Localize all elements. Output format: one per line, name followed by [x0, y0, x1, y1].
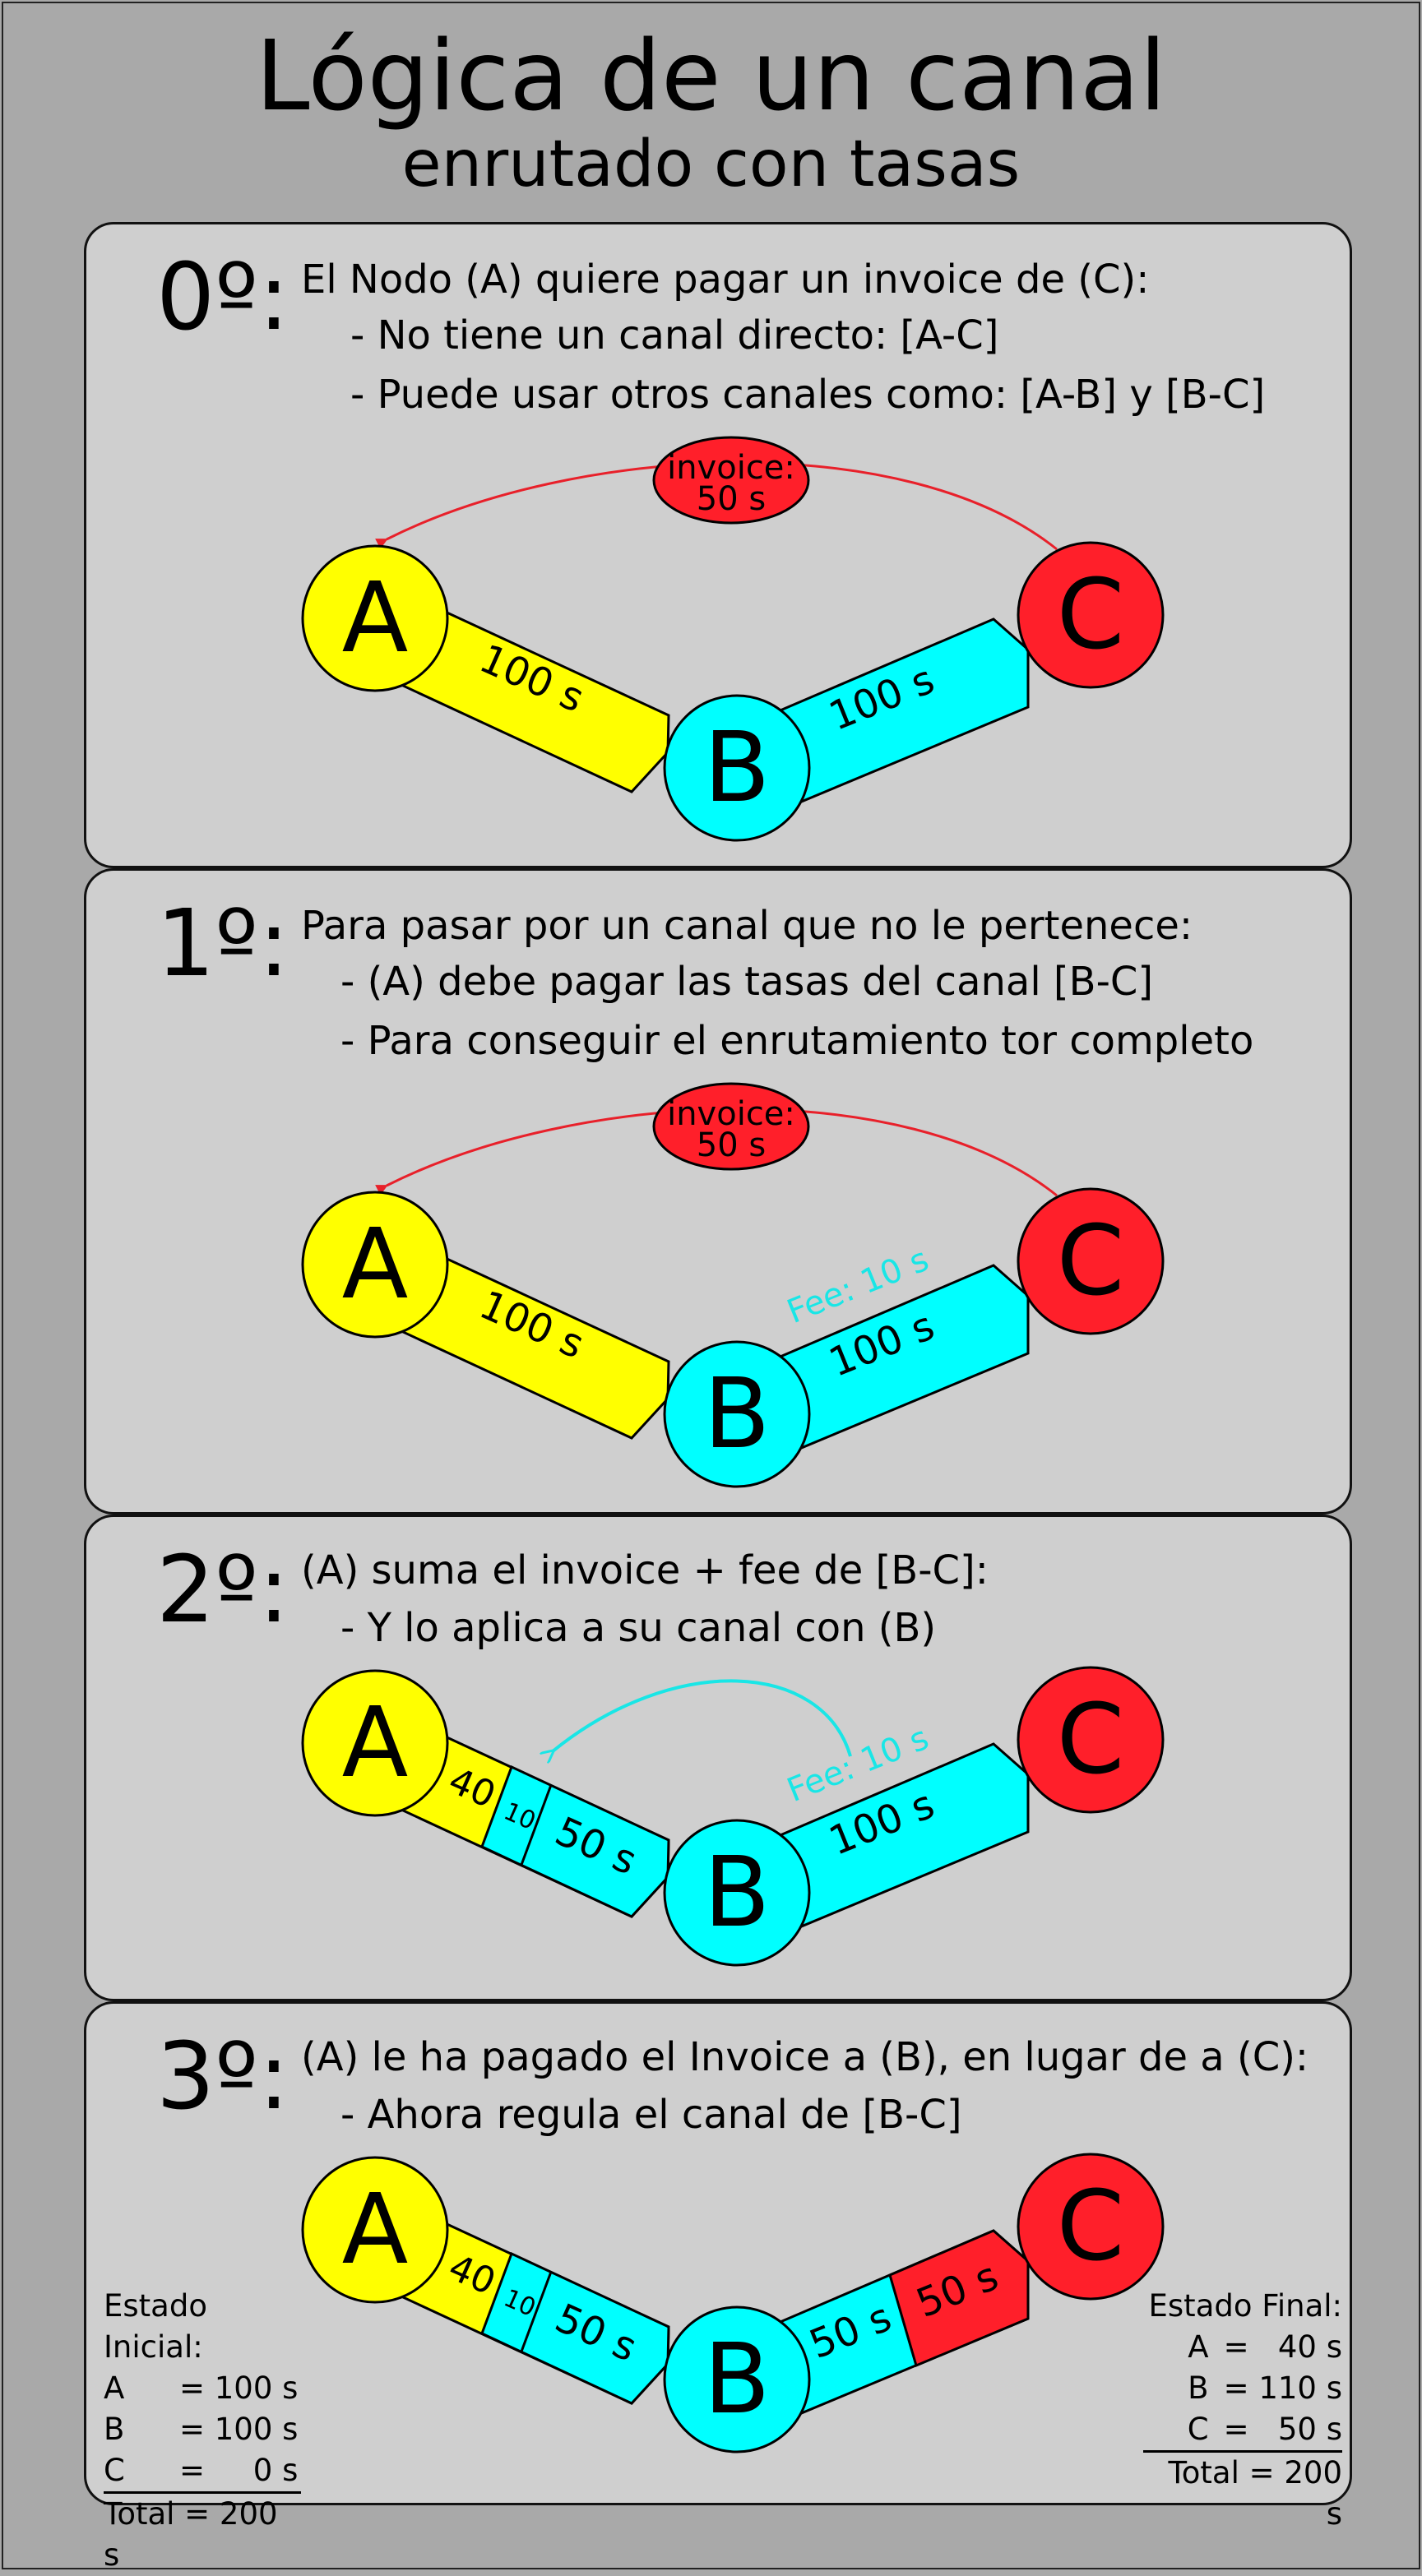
estado-inicial-row: B = 100 s [104, 2409, 301, 2450]
page-title: Lógica de un canal [255, 19, 1167, 132]
step-2-bullet-1: - Y lo aplica a su canal con (B) [340, 1605, 937, 1651]
state-key: C [1187, 2412, 1209, 2447]
node-c-label: C [1057, 557, 1124, 671]
node-b [663, 1819, 811, 1967]
step-3-heading: (A) le ha pagado el Invoice a (B), en lu… [301, 2034, 1309, 2080]
estado-final-row: B = 110 s [1143, 2368, 1342, 2409]
node-c [1017, 1187, 1165, 1335]
estado-inicial-total: Total = 200 s [104, 2491, 301, 2576]
node-b [663, 1340, 811, 1488]
state-value: = 0 s [179, 2453, 299, 2488]
step-3-bullet-1: - Ahora regula el canal de [B-C] [340, 2092, 962, 2138]
node-a [301, 544, 449, 692]
step-0-bullet-2: - Puede usar otros canales como: [A-B] y… [350, 372, 1266, 418]
step-1-diagram: invoice: 50 s 100 s 100 s Fee: 10 s A B … [301, 1082, 1165, 1488]
state-value: = 40 s [1223, 2329, 1342, 2365]
node-b [663, 2305, 811, 2453]
step-0-number: 0º: [156, 244, 289, 351]
step-2-number: 2º: [156, 1537, 289, 1644]
step-1-number: 1º: [156, 890, 289, 997]
invoice-amount: 50 s [697, 1126, 766, 1164]
page-subtitle: enrutado con tasas [401, 127, 1021, 201]
invoice-label: invoice: [667, 1095, 795, 1133]
estado-final: Estado Final: A = 40 s B = 110 s C = 50 s T… [1143, 2286, 1342, 2535]
estado-inicial: Estado Inicial: A = 100 s B = 100 s C = 0 s… [104, 2286, 301, 2576]
node-b-label: B [704, 1835, 771, 1949]
channel-ab-cyan-part [480, 1764, 670, 1918]
fee-transfer-arrow [553, 1679, 852, 1756]
node-a-label: A [342, 2172, 409, 2286]
step-0-diagram: invoice: 50 s 100 s 100 s A B C [301, 436, 1165, 842]
estado-final-total: Total = 200 s [1143, 2450, 1342, 2535]
invoice-badge [652, 1082, 810, 1171]
node-c [1017, 2153, 1165, 2301]
channel-ab-divider [520, 2271, 553, 2352]
node-a-label: A [342, 1207, 409, 1320]
step-3-diagram: 40 10 50 s 50 s 50 s A B C [301, 2153, 1165, 2453]
node-c [1017, 541, 1165, 689]
estado-inicial-row: C = 0 s [104, 2450, 301, 2491]
node-c-label: C [1057, 1682, 1124, 1796]
step-0-bullet-1: - No tiene un canal directo: [A-C] [350, 312, 999, 358]
state-key: A [104, 2370, 125, 2406]
invoice-label: invoice: [667, 449, 795, 487]
state-key: C [104, 2453, 125, 2488]
state-value: = 110 s [1223, 2370, 1342, 2406]
channel-ab-divider [520, 1784, 553, 1866]
node-c-label: C [1057, 1204, 1124, 1317]
channel-ab-cyan-part [480, 2251, 670, 2405]
node-b-label: B [704, 710, 771, 824]
step-1-heading: Para pasar por un canal que no le perten… [301, 903, 1193, 949]
node-b [663, 694, 811, 842]
node-a [301, 1191, 449, 1339]
estado-final-title: Estado Final: [1148, 2288, 1342, 2324]
state-key: B [1188, 2370, 1209, 2406]
estado-inicial-row: A = 100 s [104, 2368, 301, 2409]
node-a [301, 2156, 449, 2304]
invoice-badge [652, 436, 810, 525]
invoice-amount: 50 s [697, 480, 766, 518]
step-2-heading: (A) suma el invoice + fee de [B-C]: [301, 1547, 989, 1593]
node-c [1017, 1666, 1165, 1814]
step-2-diagram: 40 10 50 s 100 s Fee: 10 s A B C [301, 1666, 1165, 1967]
step-3-number: 3º: [156, 2023, 289, 2130]
node-b-label: B [704, 2322, 771, 2435]
state-value: = 50 s [1223, 2412, 1342, 2447]
step-1-bullet-2: - Para conseguir el enrutamiento tor com… [340, 1018, 1254, 1064]
estado-final-row: A = 40 s [1143, 2327, 1342, 2368]
node-b-label: B [704, 1357, 771, 1470]
node-a-label: A [342, 1686, 409, 1799]
state-value: = 100 s [179, 2412, 299, 2447]
state-key: A [1188, 2329, 1209, 2365]
estado-inicial-title: Estado Inicial: [104, 2288, 207, 2365]
state-key: B [104, 2412, 125, 2447]
state-value: = 100 s [179, 2370, 299, 2406]
node-a [301, 1669, 449, 1817]
step-1-bullet-1: - (A) debe pagar las tasas del canal [B-… [340, 959, 1154, 1005]
node-a-label: A [342, 561, 409, 674]
step-0-heading: El Nodo (A) quiere pagar un invoice de (… [301, 257, 1150, 303]
node-c-label: C [1057, 2169, 1124, 2282]
estado-final-row: C = 50 s [1143, 2409, 1342, 2450]
channel-bc-red-part [888, 2229, 1030, 2368]
